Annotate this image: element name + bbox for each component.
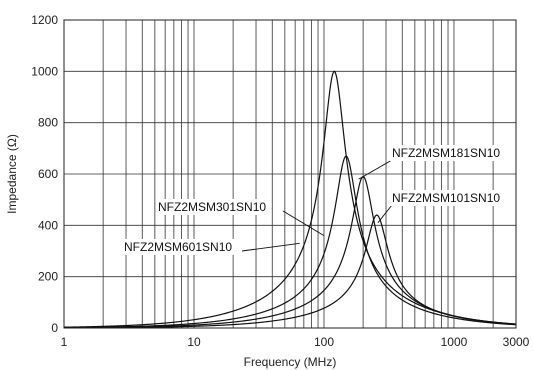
leader-line xyxy=(358,159,393,180)
y-tick-label: 400 xyxy=(38,218,58,232)
y-tick-label: 1000 xyxy=(31,64,58,78)
x-tick-label: 100 xyxy=(314,335,334,349)
series-label: NFZ2MSM601SN10 xyxy=(124,240,232,254)
y-tick-label: 1200 xyxy=(31,13,58,27)
y-tick-label: 600 xyxy=(38,167,58,181)
leader-line xyxy=(241,242,300,252)
series-label: NFZ2MSM101SN10 xyxy=(392,191,500,205)
x-axis-label: Frequency (MHz) xyxy=(244,355,337,369)
x-tick-label: 1000 xyxy=(441,335,468,349)
series-label-bg xyxy=(122,239,235,255)
x-tick-label: 1 xyxy=(61,335,68,349)
y-axis-label: Impedance (Ω) xyxy=(5,134,19,214)
curves xyxy=(63,70,517,329)
series-line xyxy=(64,214,517,329)
grid xyxy=(64,20,516,328)
x-tick-labels: 1 10 100 1000 3000 xyxy=(61,335,530,349)
x-tick-label: 3000 xyxy=(503,335,530,349)
leader-line xyxy=(282,210,325,236)
x-tick-label: 10 xyxy=(187,335,201,349)
y-tick-label: 0 xyxy=(51,321,58,335)
plot-frame xyxy=(63,19,517,329)
y-tick-label: 200 xyxy=(38,270,58,284)
series-label: NFZ2MSM301SN10 xyxy=(158,200,266,214)
series-label-bg xyxy=(390,190,503,206)
leader-lines xyxy=(241,159,393,252)
series-label-bg xyxy=(390,145,503,161)
series-label-bg xyxy=(156,199,269,215)
series-labels: NFZ2MSM601SN10 NFZ2MSM301SN10 NFZ2MSM181SN… xyxy=(122,145,503,255)
series-label: NFZ2MSM181SN10 xyxy=(392,146,500,160)
y-tick-label: 800 xyxy=(38,116,58,130)
leader-line xyxy=(377,204,393,224)
y-tick-labels: 0 200 400 600 800 1000 1200 xyxy=(31,13,58,335)
